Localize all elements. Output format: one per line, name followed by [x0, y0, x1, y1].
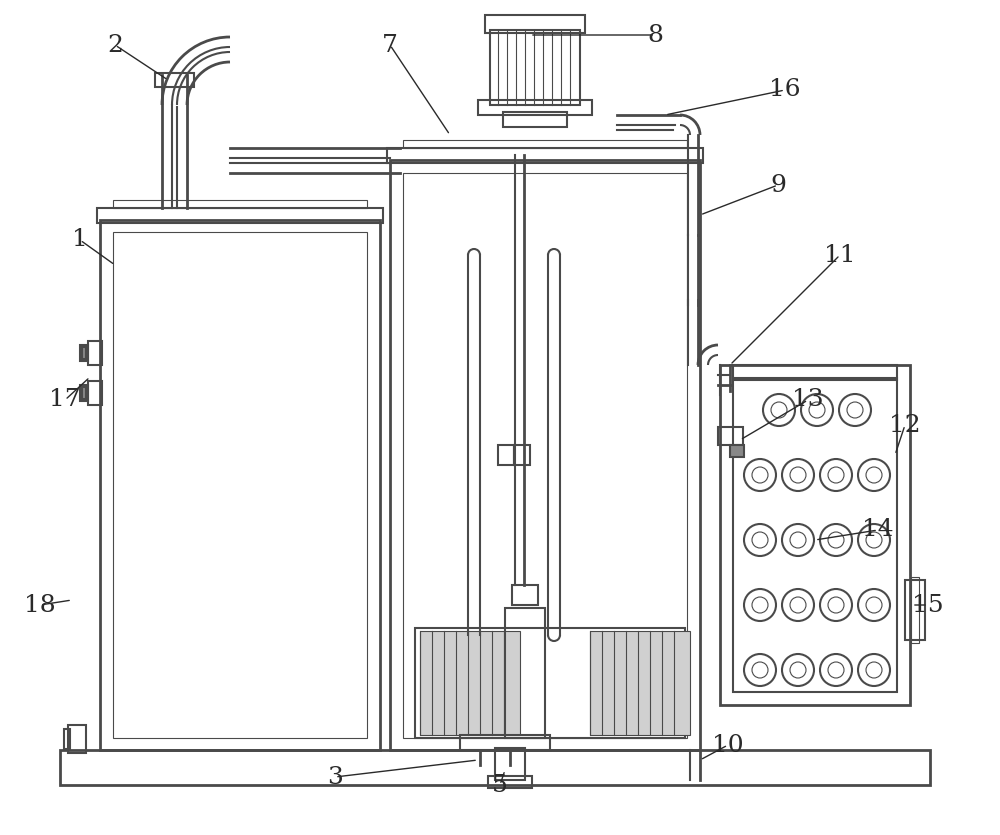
Text: 16: 16 — [769, 78, 801, 102]
Text: 5: 5 — [492, 773, 508, 797]
Bar — [113, 200, 367, 208]
Bar — [733, 365, 897, 380]
Bar — [97, 208, 383, 223]
Text: 14: 14 — [862, 519, 894, 542]
Bar — [460, 735, 550, 750]
Bar — [590, 631, 690, 735]
Bar — [505, 608, 545, 738]
Bar — [113, 232, 367, 738]
Bar — [495, 748, 525, 780]
Bar — [498, 445, 514, 465]
Text: 3: 3 — [327, 766, 343, 788]
Bar — [490, 30, 580, 105]
Bar — [80, 385, 88, 401]
Text: 1: 1 — [72, 229, 88, 251]
Bar — [905, 580, 925, 640]
Bar — [387, 148, 703, 163]
Text: 18: 18 — [24, 594, 56, 616]
Bar — [390, 160, 700, 750]
Bar — [88, 341, 102, 365]
Bar — [514, 445, 530, 465]
Text: 17: 17 — [49, 388, 81, 412]
Bar — [485, 15, 585, 33]
Bar — [82, 347, 86, 359]
Bar — [733, 378, 897, 692]
Bar — [730, 445, 744, 457]
Bar — [403, 140, 687, 148]
Bar — [60, 750, 930, 785]
Text: 8: 8 — [647, 23, 663, 47]
Bar — [720, 365, 910, 705]
Bar — [420, 631, 520, 735]
Text: 12: 12 — [889, 413, 921, 437]
Text: 2: 2 — [107, 33, 123, 57]
Text: 13: 13 — [792, 388, 824, 412]
Bar — [403, 173, 687, 738]
Bar — [512, 585, 538, 605]
Text: 11: 11 — [824, 244, 856, 266]
Bar — [88, 381, 102, 405]
Bar — [100, 220, 380, 750]
Bar — [68, 725, 86, 753]
Bar — [503, 112, 567, 127]
Bar — [415, 628, 685, 738]
Text: 15: 15 — [912, 594, 944, 616]
Bar — [718, 427, 743, 445]
Bar — [478, 100, 592, 115]
Bar — [155, 73, 194, 87]
Text: 10: 10 — [712, 733, 744, 757]
Text: 7: 7 — [382, 33, 398, 57]
Bar — [911, 577, 919, 643]
Text: 9: 9 — [770, 174, 786, 196]
Bar — [82, 387, 86, 399]
Bar — [488, 776, 532, 788]
Bar — [64, 729, 70, 749]
Bar — [80, 345, 88, 361]
